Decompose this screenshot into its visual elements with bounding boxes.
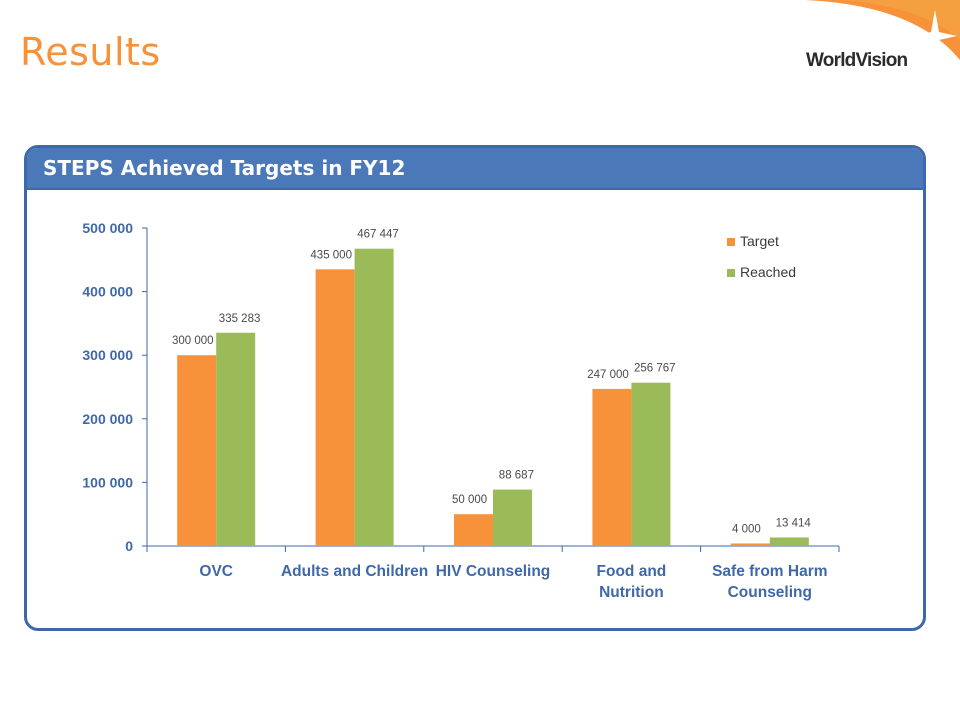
- bar-target: [730, 543, 770, 546]
- x-category-label: Safe from Harm Counseling: [712, 563, 827, 601]
- y-tick-label: 500 000: [82, 220, 133, 236]
- legend: Target Reached: [727, 233, 796, 280]
- y-tick-label: 100 000: [82, 474, 133, 490]
- bar-reached: [354, 248, 394, 546]
- panel-header: STEPS Achieved Targets in FY12: [27, 148, 923, 190]
- x-category-label-line: Counseling: [728, 584, 812, 601]
- x-category-label-line: HIV Counseling: [436, 563, 551, 580]
- y-tick-label: 200 000: [82, 411, 133, 427]
- y-tick-label: 0: [125, 538, 133, 554]
- bar-reached: [631, 382, 671, 546]
- bar-reached: [216, 332, 256, 546]
- legend-label: Reached: [740, 264, 796, 280]
- x-category-label-line: Food and: [597, 563, 667, 580]
- bar-target: [592, 388, 632, 546]
- x-category-label: Adults and Children: [281, 563, 428, 580]
- data-label: 247 000: [587, 369, 629, 381]
- chart-panel: STEPS Achieved Targets in FY12 0 100 000 2…: [24, 145, 926, 631]
- bar-target: [454, 514, 493, 546]
- x-category-label-line: Adults and Children: [281, 563, 428, 580]
- legend-swatch-target: [727, 238, 735, 246]
- world-vision-logo: WorldVision: [806, 50, 908, 71]
- bars: [177, 248, 809, 546]
- y-tick-label: 400 000: [82, 284, 133, 300]
- x-category-label: OVC: [199, 563, 233, 580]
- x-category-label-line: Nutrition: [599, 584, 664, 601]
- data-labels: 300 000 435 000 50 000 247 000 4 000 335 283 4…: [172, 229, 811, 536]
- bar-chart: 0 100 000 200 000 300 000 400 000 500 000 OVC…: [82, 220, 840, 601]
- data-label: 88 687: [499, 470, 534, 482]
- legend-swatch-reached: [727, 269, 735, 277]
- legend-label: Target: [740, 233, 779, 249]
- y-axis: 0 100 000 200 000 300 000 400 000 500 000: [82, 220, 148, 554]
- data-label: 50 000: [452, 494, 487, 506]
- x-category-label: Food and Nutrition: [597, 563, 667, 601]
- bar-target: [177, 355, 217, 546]
- data-label: 335 283: [219, 313, 261, 325]
- data-label: 435 000: [310, 249, 352, 261]
- data-label: 256 767: [634, 363, 676, 375]
- data-label: 300 000: [172, 335, 214, 347]
- slide-title: Results: [20, 30, 161, 74]
- x-axis: OVC Adults and Children HIV Counseling Food…: [146, 545, 840, 601]
- data-label: 4 000: [732, 523, 761, 535]
- bar-reached: [769, 537, 809, 546]
- y-tick-label: 300 000: [82, 347, 133, 363]
- data-label: 467 447: [357, 229, 399, 241]
- x-category-label-line: Safe from Harm: [712, 563, 827, 580]
- world-vision-star-icon: [805, 0, 960, 62]
- data-label: 13 414: [776, 517, 812, 529]
- x-category-label: HIV Counseling: [436, 563, 551, 580]
- bar-target: [315, 269, 355, 546]
- x-category-label-line: OVC: [199, 563, 233, 580]
- bar-reached: [493, 489, 532, 546]
